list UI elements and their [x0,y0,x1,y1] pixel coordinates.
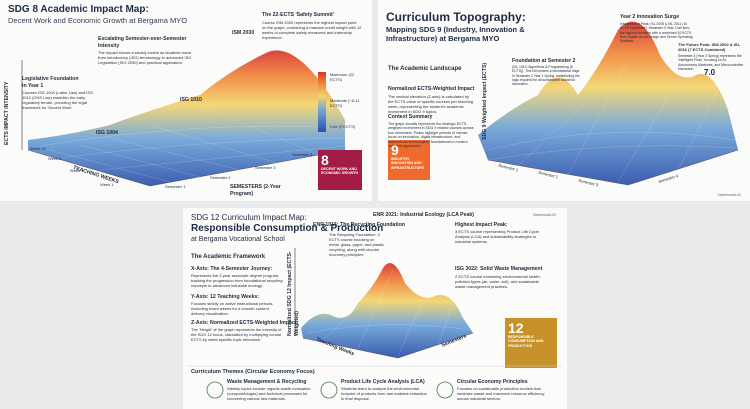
subtitle: Responsible Consumption & Production [191,223,384,234]
surface [188,248,562,399]
callout-text: Courses ISG 1004 (Labor Law) and ISG 101… [22,90,94,110]
credit: NotebookLM [718,192,741,197]
callout-heading: ISG 3022: Solid Waste Management [455,266,543,272]
title: SDG 12 Curriculum Impact Map: [191,213,307,222]
surface [388,21,739,186]
theme-text: Weekly topics include organic waste eval… [227,386,311,401]
callout-heading: Foundation at Semester 2 [512,58,576,64]
title: Curriculum Topography: [386,10,526,24]
z-axis-label: ECTS IMPACT INTENSITY [4,81,10,145]
callout-text: Infrastructure Peak: ISL 2005 & ISL 2011… [620,22,693,43]
semester-label: Semester 2 [210,175,231,180]
callout-heading: ENR 2021: Industrial Ecology (LCA Peak) [373,212,474,218]
badge-number: 8 [321,152,329,168]
legend-max: Maximum (22 ECTS) [330,72,355,82]
theme-text: Focuses on sustainable production models… [457,386,545,401]
z-axis-label: SDG 9 Weighted Impact (ECTS) [482,62,488,140]
callout-heading: The 22-ECTS 'Safety Summit' [262,12,334,18]
section-title: The Academic Landscape [388,66,462,72]
point-label: ISG 1004 [96,130,118,136]
callout-heading: Escalating Semester-over-Semester Intens… [98,36,187,49]
theme-heading: Circular Economy Principles [457,379,528,385]
callout-heading: ENR 1016: The Recycling Foundation [313,222,405,228]
badge-number: 9 [391,142,399,158]
legend-mid: Moderate (~8-11 ECTS) [330,98,360,108]
peak-value: 7.0 [704,68,716,77]
callout-heading: Year 2 Innovation Surge [620,14,680,20]
week-label: Week 4 [70,168,84,173]
panel-sdg9: Curriculum Topography: Mapping SDG 9 (In… [378,0,750,201]
callout-text: 3 ECTS course representing Product Life … [455,229,540,244]
surface [21,50,362,190]
callout-heading: Highest Impact Peak: [455,222,508,228]
block-heading: Y-Axis: 12 Teaching Weeks: [191,294,260,300]
point-label: ISG 1010 [180,97,202,103]
themes-title: Curriculum Themes (Circular Economy Focu… [191,369,315,375]
callout-text: The Recycling Foundation: 2 ECTS course … [329,232,384,257]
theme-text: Students learn to analyze the environmen… [341,386,427,401]
callout-text: 2 ECTS course examining environmental he… [455,274,541,289]
legend-low: Low (2 ECTS) [330,124,356,129]
callout-text: Course ISM 2030 represents the highest i… [262,20,362,40]
badge-number: 12 [508,320,524,336]
subtitle-2: at Bergama Vocational School [191,236,285,243]
sdg-badge: 8 DECENT WORK AND ECONOMIC GROWTH [318,150,362,190]
block-heading: X-Axis: The 4-Semester Journey: [191,266,273,272]
sdg-badge: 9 INDUSTRY, INNOVATION AND INFRASTRUCTURE [388,140,430,180]
semester-label: Semester 4 [292,152,313,157]
badge-label: DECENT WORK AND ECONOMIC GROWTH [321,167,359,176]
block-text: Represents the 2-year associate degree p… [191,273,283,288]
block-text: The 'Height' of the graph represents the… [191,327,282,342]
week-label: Week 8 [48,156,62,161]
callout-text: Semester 4 (Year 2 Spring) represents th… [678,54,744,71]
block-heading: Z-Axis: Normalized ECTS-Weighted Impact: [191,320,299,326]
callout-heading: The Future Peak: ISM 2002 & ISL 2016 (7 … [678,42,740,52]
block-heading: Normalized ECTS-Weighted Impact [388,86,475,92]
block-text: The vertical elevation (Z-axis) is calcu… [388,94,474,114]
panel-sdg8: SDG 8 Academic Impact Map: Decent Work a… [0,0,372,201]
semester-label: Semester 3 [255,165,276,170]
subtitle: Mapping SDG 9 (Industry, Innovation & In… [386,25,525,44]
section-title: The Academic Framework [191,254,266,260]
week-label: Week 1 [100,182,114,187]
callout-heading: Legislative Foundation in Year 1 [22,76,79,89]
block-text: The graph visually represents the strate… [388,122,474,149]
x-axis-label: SEMESTERS (2-Year Program) [230,184,281,197]
badge-label: RESPONSIBLE CONSUMPTION AND PRODUCTION [508,335,544,348]
credit: NotebookLM [533,212,556,217]
callout-text: (ISL 1014: Algorithms & Programming (6 E… [512,65,580,86]
semester-label: Semester 1 [165,184,186,189]
callout-text: The impact shows a steady incline as stu… [98,50,192,65]
panel-sdg12: SDG 12 Curriculum Impact Map: Responsibl… [183,208,567,409]
theme-heading: Product Life Cycle Analysis (LCA) [341,379,425,385]
block-text: Focuses strictly on active instructional… [191,301,274,316]
block-heading: Context Summary [388,114,433,120]
subtitle: Decent Work and Economic Growth at Berga… [8,16,188,25]
z-axis-label: Normalized SDG 12 Impact (ECTS-Weighted) [287,251,300,336]
theme-heading: Waste Management & Recycling [227,379,307,385]
badge-label: INDUSTRY, INNOVATION AND INFRASTRUCTURE [391,157,425,170]
sdg-badge: 12 RESPONSIBLE CONSUMPTION AND PRODUCTION [505,318,557,368]
title: SDG 8 Academic Impact Map: [8,4,149,15]
week-label: Week 12 [30,146,46,151]
point-label: ISM 2030 [232,30,255,36]
